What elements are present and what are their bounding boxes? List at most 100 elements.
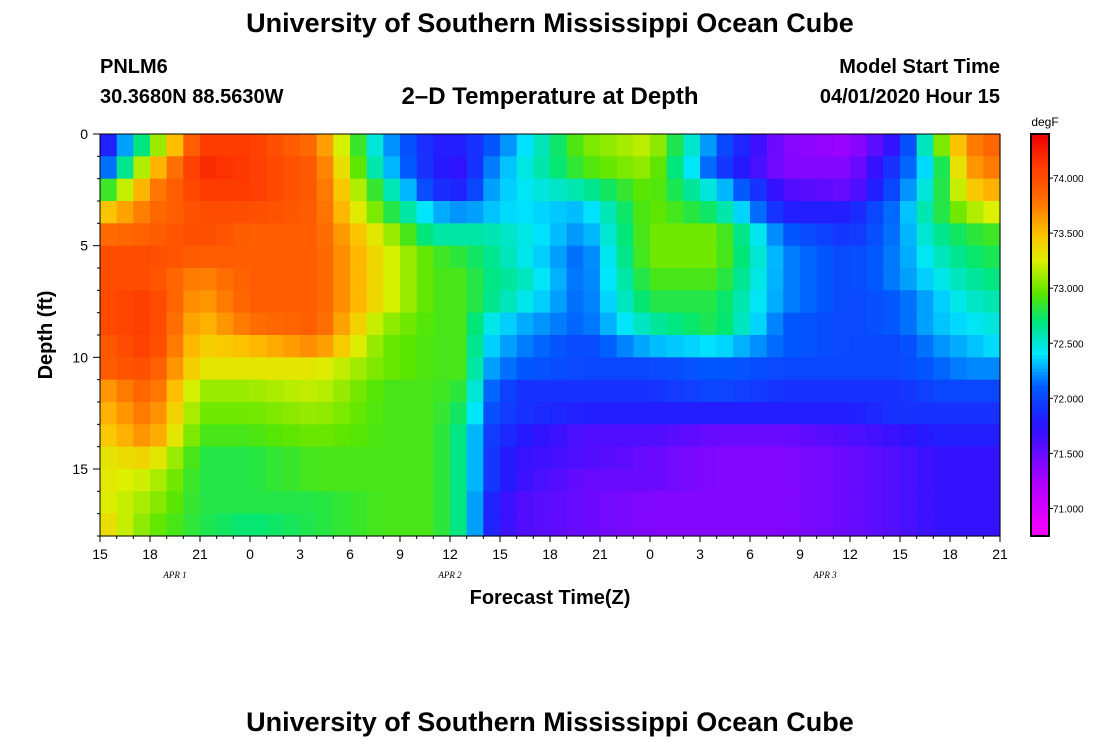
heatmap-cell: [833, 178, 851, 202]
heatmap-cell: [766, 223, 784, 247]
heatmap-cell: [800, 290, 818, 314]
heatmap-cell: [600, 134, 618, 157]
colorbar-swatch: [1031, 167, 1049, 172]
heatmap-cell: [916, 513, 934, 537]
heatmap-cell: [400, 402, 418, 425]
heatmap-cell: [766, 402, 784, 425]
colorbar-swatch: [1031, 412, 1049, 416]
heatmap-cell: [683, 357, 701, 381]
colorbar-swatch: [1031, 241, 1049, 246]
heatmap-cell: [200, 424, 218, 448]
heatmap-cell: [333, 268, 351, 291]
heatmap-cell: [733, 223, 751, 247]
y-tick-label: 15: [72, 461, 88, 477]
heatmap-cell: [383, 446, 401, 470]
heatmap-cell: [633, 424, 651, 448]
heatmap-cell: [133, 178, 151, 202]
colorbar-swatch: [1031, 221, 1049, 226]
heatmap-cell: [516, 223, 534, 247]
colorbar-swatch: [1031, 288, 1049, 293]
heatmap-cell: [200, 134, 218, 157]
heatmap-cell: [750, 245, 768, 269]
heatmap-cell: [566, 335, 584, 358]
heatmap-cell: [966, 402, 984, 425]
heatmap-cell: [500, 513, 518, 537]
date-label: APR 1: [162, 570, 186, 580]
heatmap-cell: [266, 491, 284, 515]
heatmap-cell: [233, 469, 251, 492]
heatmap-cell: [783, 379, 801, 403]
heatmap-cell: [133, 335, 151, 358]
colorbar-swatch: [1031, 157, 1049, 162]
heatmap-cell: [866, 357, 884, 381]
heatmap-cell: [233, 178, 251, 202]
heatmap-cell: [666, 513, 684, 537]
colorbar-tick-label: 72.000: [1053, 394, 1084, 405]
heatmap-cell: [233, 134, 251, 157]
heatmap-cell: [983, 335, 1001, 358]
heatmap-cell: [716, 357, 734, 381]
heatmap-cell: [933, 290, 951, 314]
heatmap-cell: [150, 402, 168, 425]
heatmap-cell: [700, 513, 718, 537]
colorbar-swatch: [1031, 304, 1049, 309]
heatmap-cell: [116, 469, 134, 492]
heatmap-cell: [266, 290, 284, 314]
heatmap-cell: [500, 178, 518, 202]
heatmap-cell: [183, 402, 201, 425]
heatmap-cell: [600, 245, 618, 269]
heatmap-cell: [466, 312, 484, 336]
heatmap-cell: [650, 178, 668, 202]
heatmap-cell: [116, 513, 134, 537]
heatmap-cell: [483, 335, 501, 358]
heatmap-cell: [150, 312, 168, 336]
heatmap-cell: [966, 223, 984, 247]
heatmap-cell: [333, 134, 351, 157]
heatmap-cell: [466, 424, 484, 448]
heatmap-cell: [550, 290, 568, 314]
heatmap-cell: [483, 379, 501, 403]
heatmap-cell: [616, 402, 634, 425]
heatmap-cell: [716, 446, 734, 470]
heatmap-cell: [166, 424, 184, 448]
heatmap-cell: [750, 156, 768, 180]
heatmap-cell: [166, 335, 184, 358]
heatmap-cell: [300, 379, 318, 403]
heatmap-cell: [216, 312, 234, 336]
heatmap-cell: [416, 312, 434, 336]
heatmap-cell: [833, 290, 851, 314]
heatmap-cell: [966, 379, 984, 403]
heatmap-cell: [233, 379, 251, 403]
colorbar-swatch: [1031, 217, 1049, 222]
heatmap-cell: [416, 424, 434, 448]
heatmap-cell: [583, 178, 601, 202]
heatmap-cell: [433, 156, 451, 180]
heatmap-cell: [450, 201, 468, 224]
heatmap-cell: [633, 335, 651, 358]
heatmap-cell: [533, 513, 551, 537]
heatmap-cell: [916, 446, 934, 470]
heatmap-cell: [300, 201, 318, 224]
heatmap-cell: [383, 491, 401, 515]
heatmap-cell: [950, 156, 968, 180]
colorbar-swatch: [1031, 482, 1049, 487]
heatmap-cell: [650, 424, 668, 448]
heatmap-cell: [950, 245, 968, 269]
heatmap-cell: [633, 178, 651, 202]
heatmap-cell: [316, 178, 334, 202]
heatmap-cell: [566, 201, 584, 224]
heatmap-cell: [833, 357, 851, 381]
heatmap-cell: [133, 469, 151, 492]
heatmap-cell: [233, 268, 251, 291]
heatmap-cell: [800, 379, 818, 403]
heatmap-cell: [483, 446, 501, 470]
heatmap-cell: [983, 469, 1001, 492]
heatmap-cell: [766, 357, 784, 381]
heatmap-cell: [266, 156, 284, 180]
heatmap-cell: [283, 335, 301, 358]
heatmap-cell: [733, 312, 751, 336]
colorbar-swatch: [1031, 140, 1049, 145]
heatmap-cell: [633, 312, 651, 336]
heatmap-cell: [500, 201, 518, 224]
heatmap-cell: [750, 178, 768, 202]
